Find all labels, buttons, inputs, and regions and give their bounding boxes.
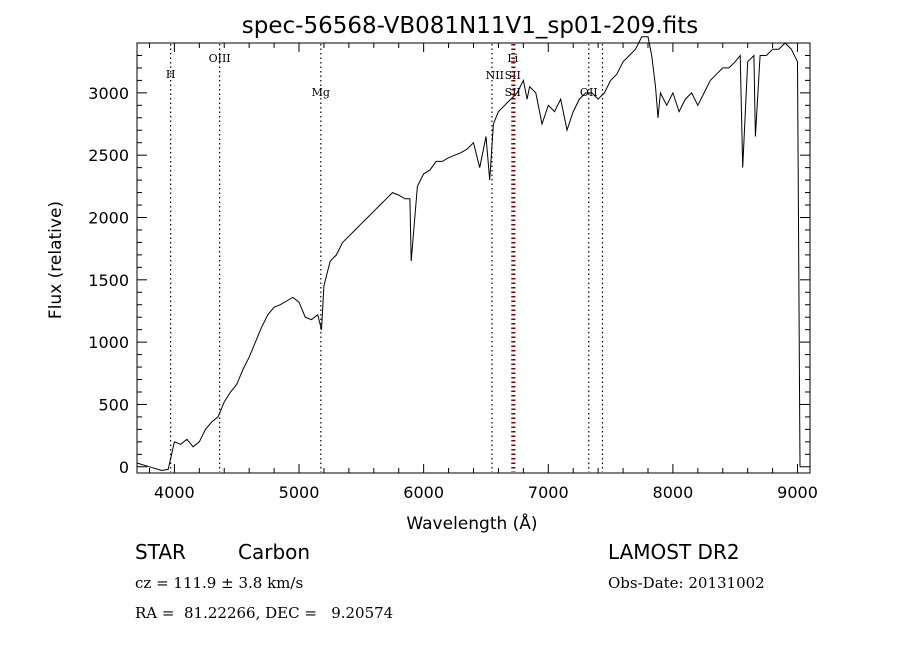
y-tick-label: 3000 — [88, 84, 129, 103]
x-tick-label: 6000 — [403, 483, 444, 502]
y-tick-label: 500 — [98, 395, 129, 414]
survey-name: LAMOST DR2 — [608, 540, 740, 564]
y-tick-label: 1500 — [88, 271, 129, 290]
x-tick-label: 5000 — [279, 483, 320, 502]
spectrum-line — [136, 36, 801, 472]
x-tick-label: 8000 — [653, 483, 694, 502]
line-markers: HOIIIMgNIILiSIISIIOII — [166, 44, 604, 472]
observation-date: Obs-Date: 20131002 — [608, 574, 765, 592]
x-tick-label: 7000 — [528, 483, 569, 502]
y-axis-label: Flux (relative) — [46, 201, 66, 319]
y-tick-label: 2000 — [88, 208, 129, 227]
x-axis-label: Wavelength (Å) — [406, 512, 537, 534]
x-tick-label: 9000 — [777, 483, 818, 502]
coordinates: RA = 81.22266, DEC = 9.20574 — [135, 604, 394, 622]
line-marker-label: NII — [486, 69, 504, 82]
plot-frame — [136, 42, 811, 474]
x-tick-label: 4000 — [154, 483, 195, 502]
object-class: STAR — [135, 540, 186, 564]
redshift-cz: cz = 111.9 ± 3.8 km/s — [135, 574, 304, 592]
y-tick-label: 1000 — [88, 333, 129, 352]
line-marker-label: Mg — [312, 86, 330, 99]
object-subclass: Carbon — [238, 540, 311, 564]
line-marker-label: SII — [505, 69, 521, 82]
line-marker-label: H — [166, 68, 176, 81]
chart-title: spec-56568-VB081N11V1_sp01-209.fits — [242, 13, 698, 39]
y-tick-label: 0 — [119, 458, 129, 477]
line-marker-label: SII — [505, 86, 521, 99]
plot-axes: 4000 5000 6000 7000 8000 9000 0 500 1000 1500 2000… — [88, 42, 818, 502]
line-marker-label: OIII — [209, 52, 231, 65]
y-tick-label: 2500 — [88, 146, 129, 165]
